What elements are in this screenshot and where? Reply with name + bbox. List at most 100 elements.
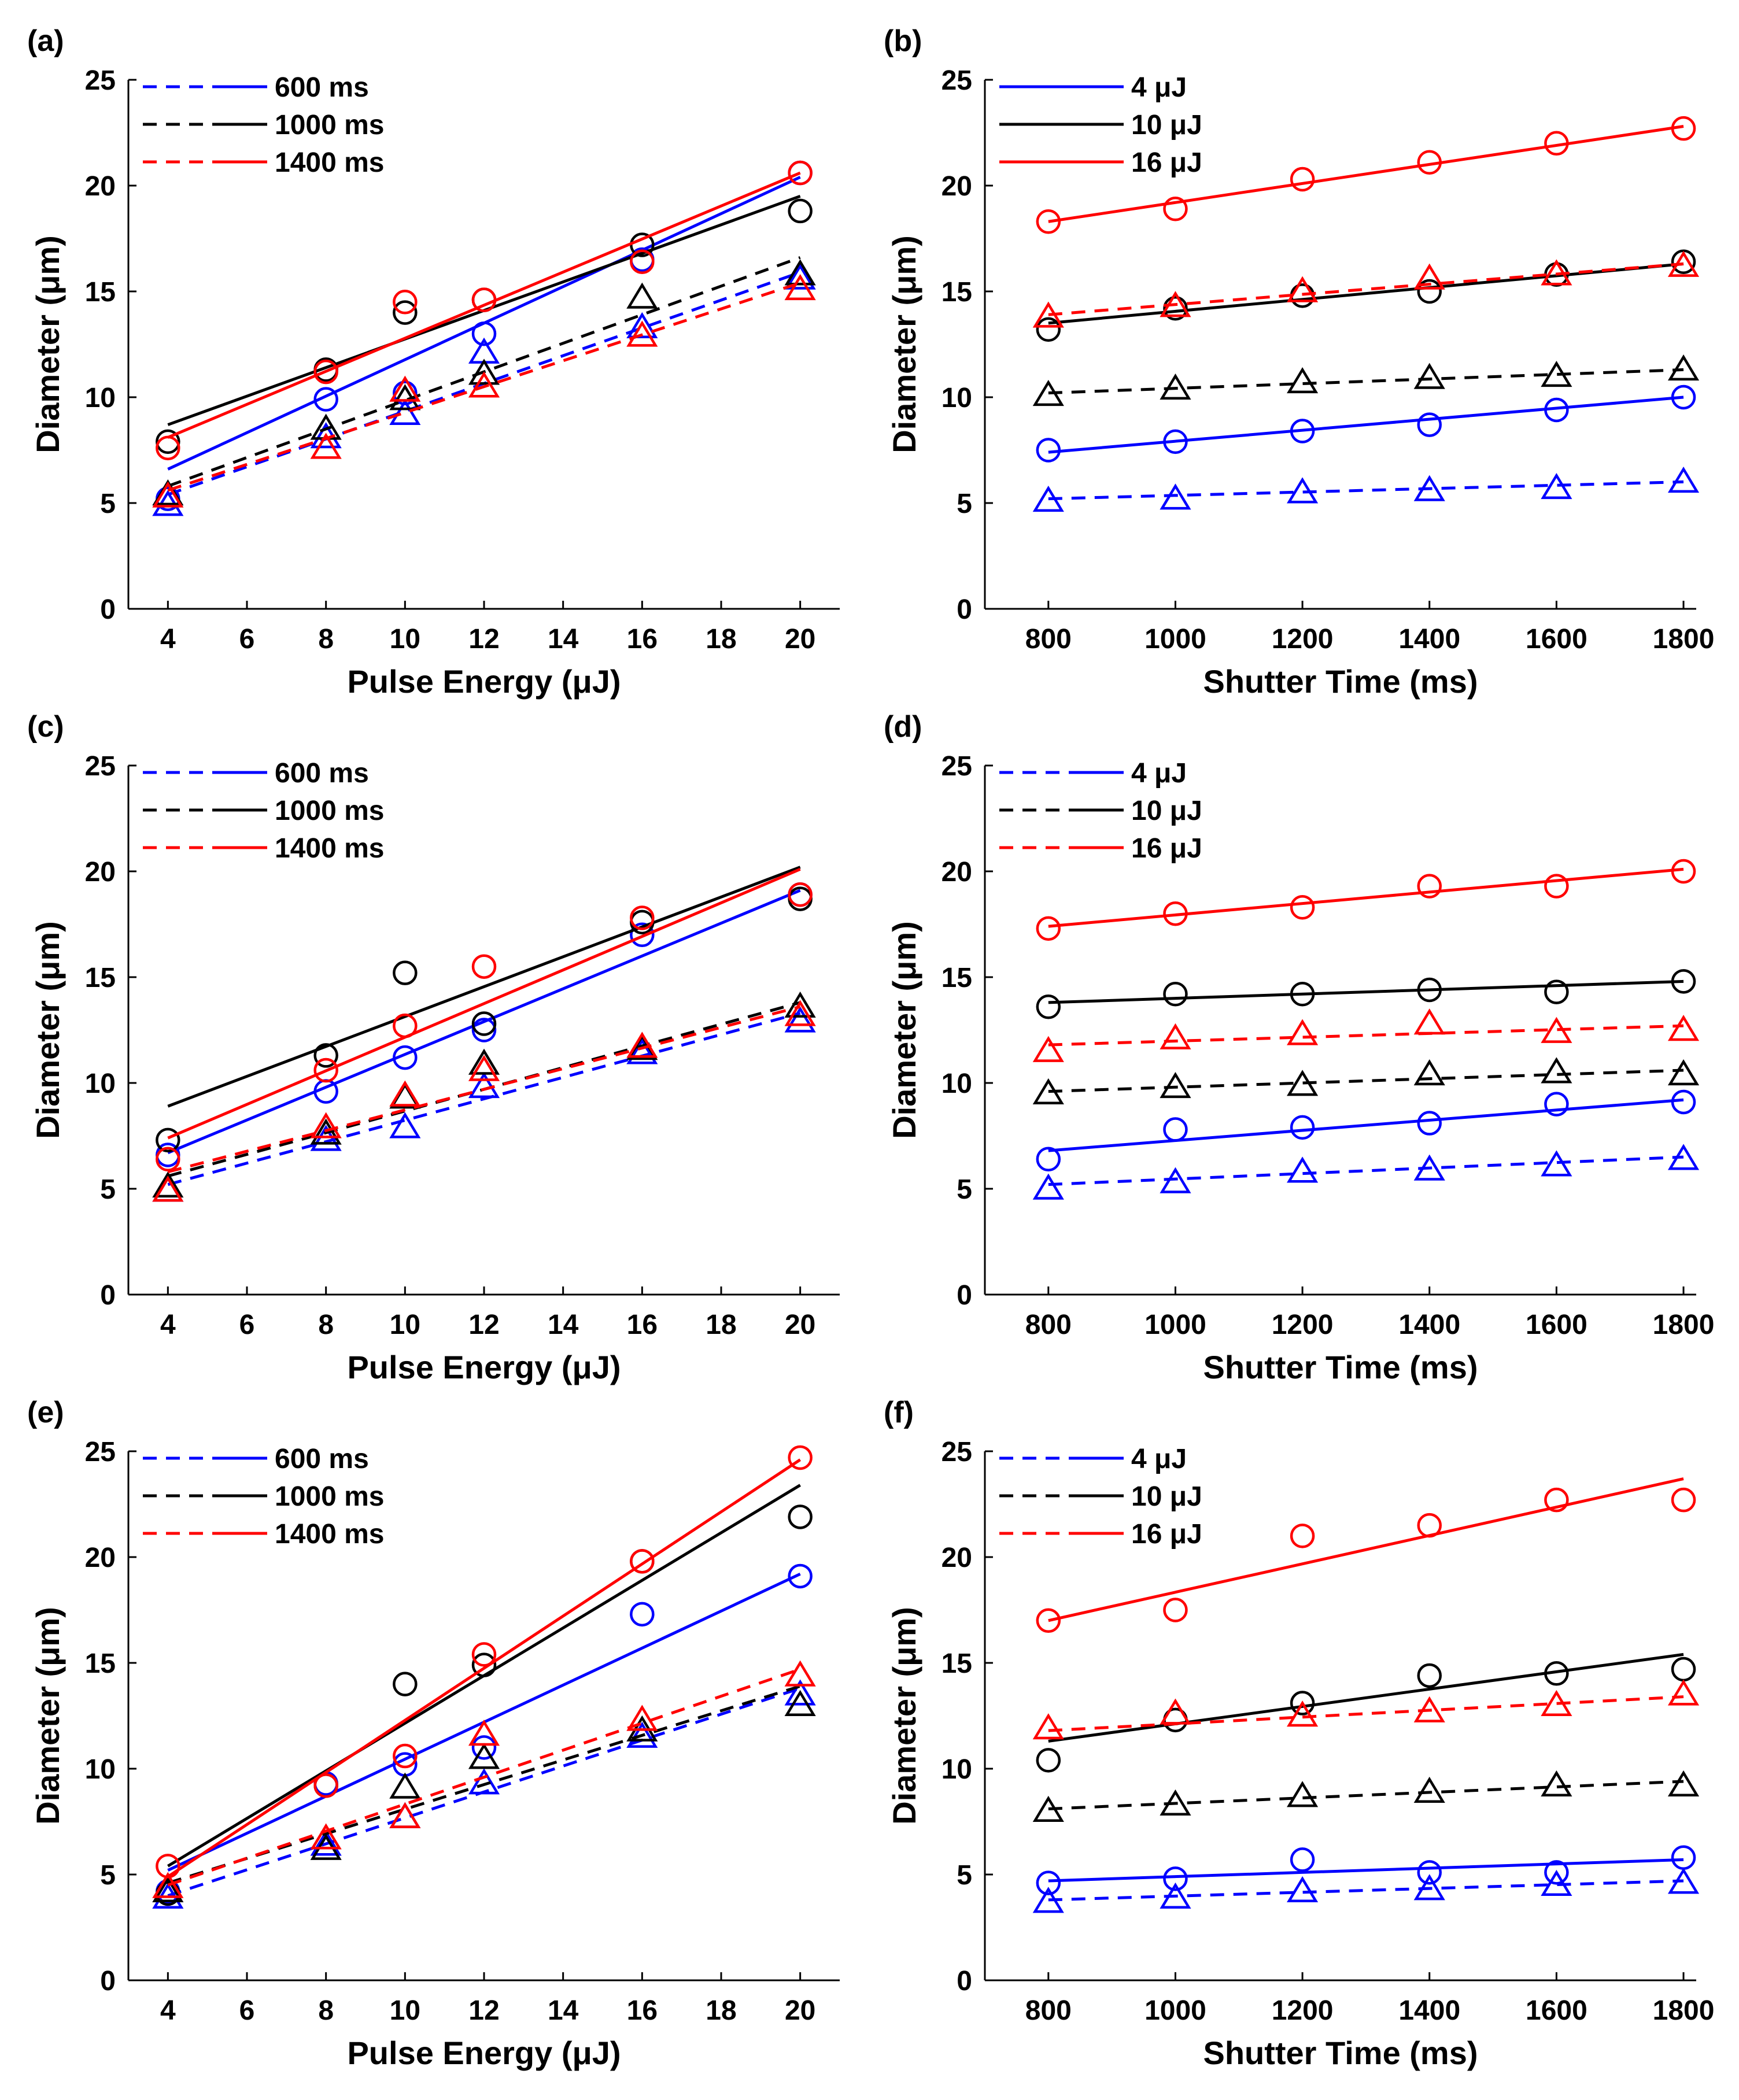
panel-c-legend-label: 600 ms bbox=[275, 758, 369, 789]
panel-a-x-axis-label: Pulse Energy (μJ) bbox=[347, 663, 621, 700]
panel-d-black-triangle-point bbox=[1667, 1059, 1700, 1086]
panel-b-red-solid-fit-line bbox=[1048, 125, 1684, 223]
panel-c-blue-dashed-fit-line bbox=[167, 1011, 801, 1186]
panel-d-legend-label: 4 μJ bbox=[1131, 758, 1187, 789]
panel-d-black-circle-point bbox=[1036, 994, 1061, 1019]
panel-f-blue-circle-point bbox=[1417, 1860, 1442, 1885]
panel-d-label: (d) bbox=[884, 710, 922, 744]
panel-a-black-triangle-point bbox=[626, 282, 658, 309]
panel-a-black-triangle-point bbox=[784, 259, 816, 286]
panel-b-red-dashed-fit-line bbox=[1048, 262, 1684, 316]
panel-f-blue-circle-point bbox=[1544, 1860, 1569, 1885]
panel-c-legend-label: 1000 ms bbox=[275, 796, 385, 826]
panel-d-black-circle-point bbox=[1163, 982, 1188, 1007]
panel-b-blue-circle-point bbox=[1671, 384, 1696, 410]
panel-e-x-tick-label: 18 bbox=[706, 1995, 736, 2026]
panel-a-x-tick-label: 16 bbox=[627, 624, 658, 655]
panel-b-red-circle-point bbox=[1036, 209, 1061, 234]
panel-d-red-circle-point bbox=[1544, 874, 1569, 899]
panel-b-y-tick-label: 20 bbox=[942, 171, 972, 202]
panel-f-red-circle-point bbox=[1417, 1513, 1442, 1538]
panel-b-y-axis-label: Diameter (μm) bbox=[886, 235, 922, 453]
panel-b-blue-triangle-point bbox=[1287, 477, 1319, 504]
panel-c-blue-circle-point bbox=[471, 1018, 497, 1042]
panel-c-x-tick-label: 20 bbox=[785, 1310, 815, 1340]
panel-c-red-triangle-point bbox=[784, 1000, 816, 1026]
panel-b-blue-triangle-point bbox=[1413, 475, 1445, 501]
panel-b-y-tick-label: 10 bbox=[942, 383, 972, 413]
panel-e-red-triangle-point bbox=[626, 1705, 658, 1731]
panel-b-x-tick-label: 1800 bbox=[1653, 624, 1715, 655]
panel-f-x-tick-label: 800 bbox=[1025, 1995, 1072, 2026]
panel-a-x-tick-label: 14 bbox=[548, 624, 579, 655]
panel-c-black-circle-point bbox=[156, 1127, 180, 1153]
panel-e-y-tick-label: 10 bbox=[85, 1754, 116, 1785]
panel-b-red-triangle-point bbox=[1413, 263, 1445, 290]
panel-d-red-circle-point bbox=[1671, 859, 1696, 884]
panel-b-red-circle-point bbox=[1544, 131, 1569, 156]
panel-d-black-circle-point bbox=[1544, 979, 1569, 1004]
panel-d-black-circle-point bbox=[1290, 982, 1315, 1007]
panel-f-red-triangle-point bbox=[1160, 1698, 1191, 1725]
panel-a-red-triangle-point bbox=[784, 273, 816, 301]
panel-d-red-triangle-point bbox=[1032, 1036, 1064, 1062]
panel-d-blue-triangle-point bbox=[1032, 1173, 1064, 1200]
panel-a-y-tick-label: 15 bbox=[85, 277, 116, 308]
panel-a-blue-triangle-point bbox=[626, 312, 658, 338]
panel-f-x-tick-label: 1400 bbox=[1398, 1995, 1460, 2026]
panel-d-red-triangle-point bbox=[1541, 1016, 1572, 1043]
panel-c-x-tick-label: 4 bbox=[160, 1310, 176, 1340]
panel-d-black-triangle-point bbox=[1160, 1071, 1191, 1099]
panel-e: (e) 0 5 10 15 20 25 4 6 8 10 12 14 16 18 20 Pulse Energy… bbox=[27, 1396, 840, 2071]
panel-f: (f) 0 5 10 15 20 25 800 1000 1200 1400 1600 1800 Shut… bbox=[884, 1396, 1714, 2071]
panel-c-black-solid-fit-line bbox=[167, 866, 801, 1108]
panel-b-blue-circle-point bbox=[1417, 412, 1442, 437]
panel-c-x-tick-label: 10 bbox=[390, 1310, 420, 1340]
panel-e-x-tick-label: 6 bbox=[239, 1995, 255, 2026]
panel-a: (a) 0 5 10 15 20 25 4 6 8 10 12 14 16 18 20 Pulse Energy… bbox=[27, 24, 840, 700]
panel-c: (c) 0 5 10 15 20 25 4 6 8 10 12 14 16 18 20 Pulse Energy… bbox=[27, 710, 840, 1385]
panel-e-black-circle-point bbox=[393, 1672, 418, 1696]
panel-e-black-triangle-point bbox=[152, 1876, 184, 1903]
panel-e-black-triangle-point bbox=[389, 1772, 421, 1799]
panel-b-label: (b) bbox=[884, 24, 922, 58]
panel-f-black-triangle-point bbox=[1541, 1770, 1572, 1797]
panel-c-blue-triangle-point bbox=[389, 1112, 421, 1138]
panel-b-blue-circle-point bbox=[1290, 419, 1315, 443]
panel-d-x-tick-label: 1200 bbox=[1272, 1310, 1334, 1340]
panel-c-blue-circle-point bbox=[393, 1045, 418, 1070]
panel-c-red-solid-fit-line bbox=[167, 868, 801, 1140]
panel-f-y-tick-label: 10 bbox=[942, 1754, 972, 1785]
panel-c-black-circle-point bbox=[393, 960, 418, 985]
panel-d-blue-triangle-point bbox=[1287, 1156, 1319, 1183]
panel-d-red-triangle-point bbox=[1160, 1023, 1191, 1049]
panel-b-blue-solid-fit-line bbox=[1048, 395, 1684, 454]
panel-a-legend-label: 1400 ms bbox=[275, 147, 385, 178]
panel-f-y-axis-label: Diameter (μm) bbox=[886, 1607, 922, 1825]
panel-f-black-triangle-point bbox=[1667, 1770, 1700, 1797]
panel-f-blue-triangle-point bbox=[1667, 1868, 1700, 1894]
panel-a-y-tick-label: 0 bbox=[100, 594, 116, 625]
panel-f-red-circle-point bbox=[1290, 1524, 1315, 1548]
panel-f-black-circle-point bbox=[1417, 1663, 1442, 1688]
panel-f-red-circle-point bbox=[1544, 1487, 1569, 1513]
panel-d-red-solid-fit-line bbox=[1048, 867, 1684, 928]
panel-d-red-triangle-point bbox=[1287, 1019, 1319, 1045]
panel-f-blue-circle-point bbox=[1290, 1847, 1315, 1872]
panel-d-red-triangle-point bbox=[1667, 1015, 1700, 1041]
panel-f-blue-circle-point bbox=[1163, 1866, 1188, 1891]
panel-b-x-tick-label: 1200 bbox=[1272, 624, 1334, 655]
panel-b-red-triangle-point bbox=[1160, 291, 1191, 317]
panel-b-black-triangle-point bbox=[1413, 363, 1445, 389]
panel-b-red-triangle-point bbox=[1541, 259, 1572, 286]
panel-f-blue-triangle-point bbox=[1541, 1869, 1572, 1896]
panel-c-red-triangle-point bbox=[626, 1031, 658, 1058]
panel-a-x-tick-label: 12 bbox=[468, 624, 499, 655]
panel-b-blue-triangle-point bbox=[1541, 473, 1572, 500]
panel-b-y-tick-label: 0 bbox=[957, 594, 972, 625]
panel-f-blue-solid-fit-line bbox=[1048, 1858, 1684, 1883]
panel-d-blue-circle-point bbox=[1417, 1111, 1442, 1136]
panel-a-legend-label: 1000 ms bbox=[275, 110, 385, 141]
panel-a-black-triangle-point bbox=[389, 384, 421, 411]
